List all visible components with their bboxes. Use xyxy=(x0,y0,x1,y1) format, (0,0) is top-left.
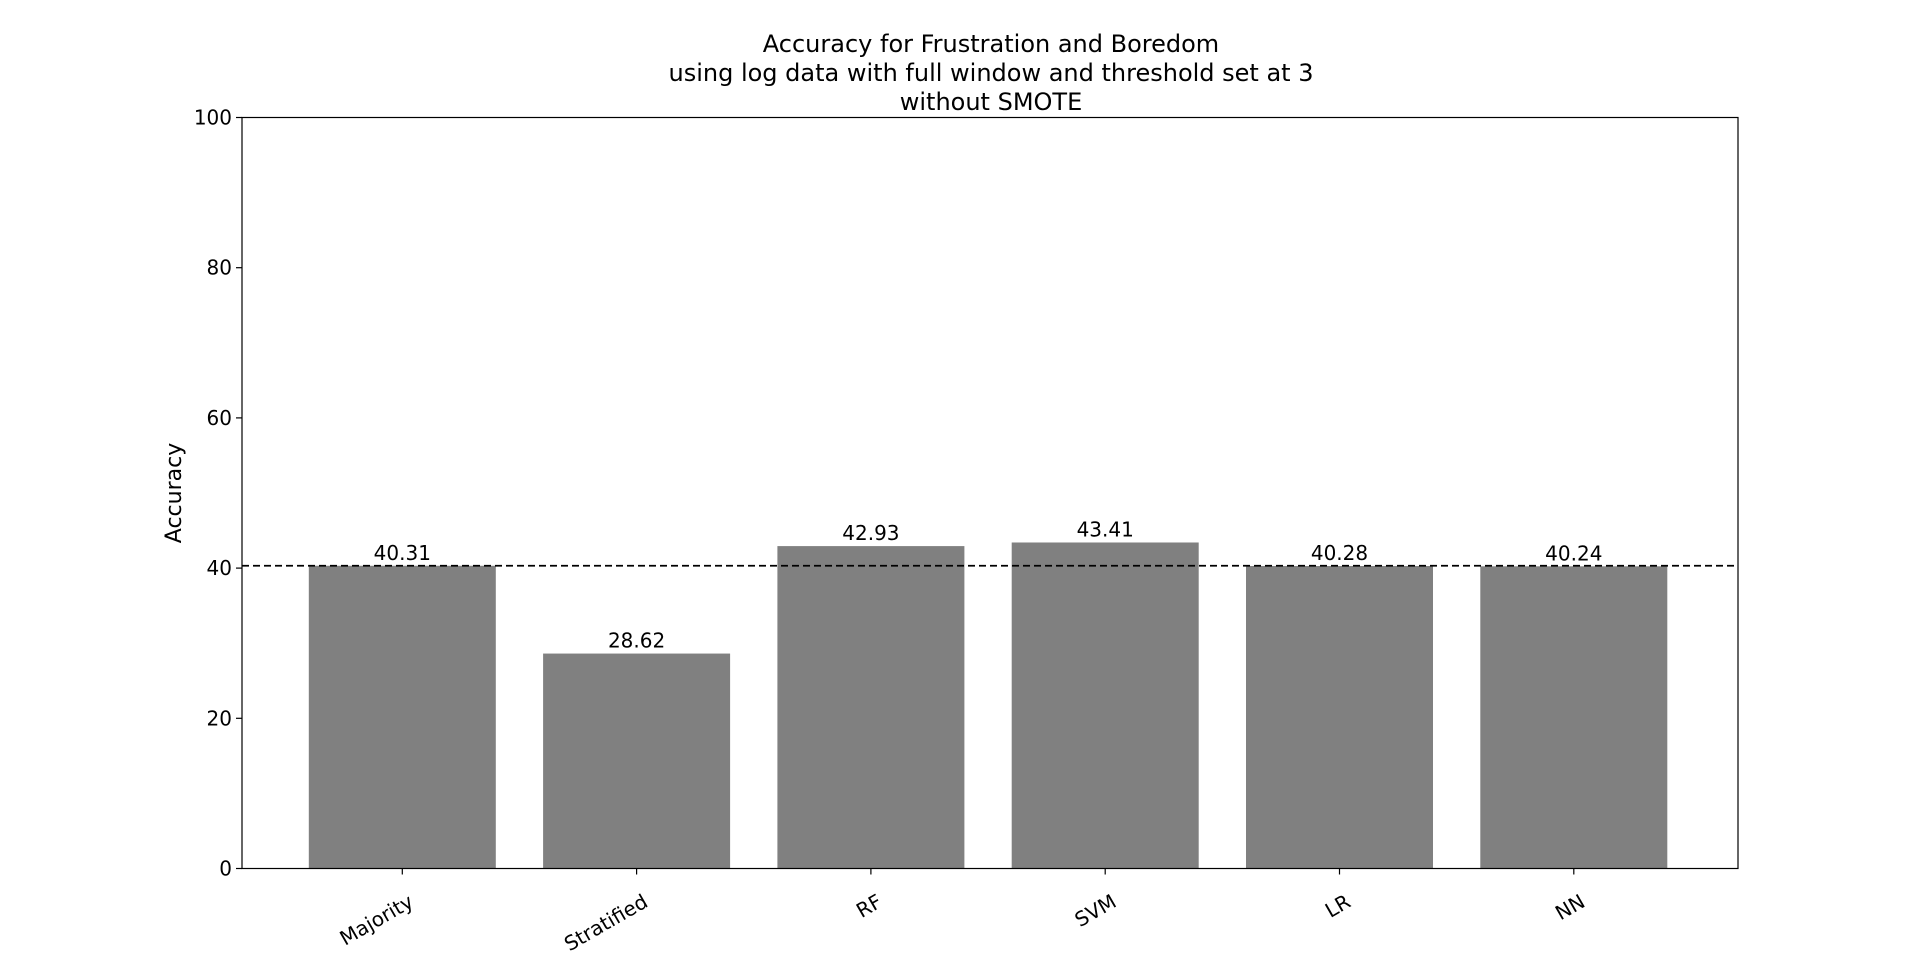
data-label-svm: 43.41 xyxy=(1077,517,1134,541)
data-label-rf: 42.93 xyxy=(842,521,899,545)
x-tick-label-majority: Majority xyxy=(335,889,417,950)
data-label-majority: 40.31 xyxy=(374,541,431,565)
plot-frame xyxy=(241,116,1739,870)
title-line-1: Accuracy for Frustration and Boredom xyxy=(763,30,1219,58)
y-tick-label-80: 80 xyxy=(207,256,232,280)
y-tick-label-40: 40 xyxy=(207,556,232,580)
bar-nn xyxy=(1480,566,1668,869)
bar-majority xyxy=(308,565,496,869)
data-label-nn: 40.24 xyxy=(1545,541,1602,565)
data-labels: 40.31 28.62 42.93 43.41 40.28 40.24 xyxy=(374,517,1603,652)
bar-rf xyxy=(777,546,965,869)
y-axis: 0 20 40 60 80 100 xyxy=(194,106,242,881)
x-tick-label-rf: RF xyxy=(852,889,886,922)
chart-title: Accuracy for Frustration and Boredom usi… xyxy=(669,30,1314,116)
bar-stratified xyxy=(543,653,731,869)
title-line-3: without SMOTE xyxy=(900,88,1083,116)
x-tick-label-lr: LR xyxy=(1321,889,1355,922)
bars xyxy=(308,542,1668,869)
y-tick-label-100: 100 xyxy=(194,106,232,130)
data-label-stratified: 28.62 xyxy=(608,629,665,653)
bar-svm xyxy=(1011,542,1199,869)
x-tick-label-svm: SVM xyxy=(1071,889,1121,932)
y-tick-label-20: 20 xyxy=(207,706,232,730)
y-axis-label: Accuracy xyxy=(162,443,187,543)
x-tick-label-nn: NN xyxy=(1551,889,1589,925)
data-label-lr: 40.28 xyxy=(1311,541,1368,565)
bar-lr xyxy=(1246,566,1433,869)
title-line-2: using log data with full window and thre… xyxy=(669,59,1314,87)
y-tick-label-60: 60 xyxy=(207,406,232,430)
y-tick-label-0: 0 xyxy=(219,857,232,881)
x-tick-label-stratified: Stratified xyxy=(560,889,652,956)
x-axis: Majority Stratified RF SVM LR NN xyxy=(335,868,1589,956)
